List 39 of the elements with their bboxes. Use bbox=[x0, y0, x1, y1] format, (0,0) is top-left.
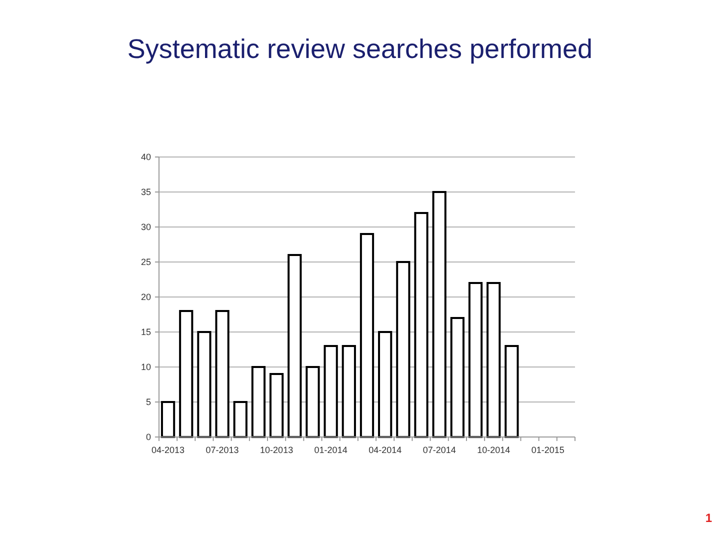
bar bbox=[233, 401, 248, 438]
x-tick-label: 07-2013 bbox=[206, 445, 239, 455]
bar bbox=[270, 373, 284, 438]
bar bbox=[396, 261, 410, 438]
x-tick-label: 07-2014 bbox=[422, 445, 456, 455]
y-tick-label: 10 bbox=[140, 362, 151, 372]
x-tick-label: 01-2014 bbox=[314, 445, 348, 455]
bar bbox=[360, 233, 374, 438]
y-tick-label: 20 bbox=[140, 292, 151, 302]
text: 1 bbox=[705, 511, 712, 525]
bar bbox=[160, 401, 176, 438]
bar bbox=[468, 282, 483, 438]
bar bbox=[432, 191, 446, 438]
bar bbox=[215, 310, 230, 438]
y-tick-label: 35 bbox=[140, 187, 151, 198]
bar bbox=[179, 310, 194, 438]
y-tick-label: 5 bbox=[146, 397, 151, 408]
x-tick-label: 10-2013 bbox=[260, 445, 294, 455]
y-tick-label: 25 bbox=[140, 257, 151, 268]
bar bbox=[486, 282, 501, 438]
bar bbox=[504, 345, 519, 438]
bar bbox=[251, 366, 266, 438]
y-tick-label: 15 bbox=[140, 327, 151, 338]
y-tick-label: 0 bbox=[146, 432, 151, 442]
bar bbox=[306, 366, 320, 438]
x-tick-label: 10-2014 bbox=[477, 445, 510, 455]
x-tick-label: 04-2013 bbox=[152, 445, 185, 455]
bar bbox=[342, 345, 356, 438]
x-tick-label: 04-2014 bbox=[368, 445, 402, 455]
bar bbox=[378, 331, 392, 438]
bar bbox=[288, 254, 302, 438]
y-tick-label: 30 bbox=[140, 222, 151, 232]
x-tick-label: 01-2015 bbox=[531, 445, 564, 455]
bar bbox=[197, 331, 212, 438]
bar bbox=[324, 345, 338, 438]
bar bbox=[414, 212, 428, 438]
y-tick-label: 40 bbox=[140, 152, 151, 162]
bar bbox=[450, 317, 464, 438]
chart-title: Systematic review searches performed bbox=[127, 34, 593, 64]
